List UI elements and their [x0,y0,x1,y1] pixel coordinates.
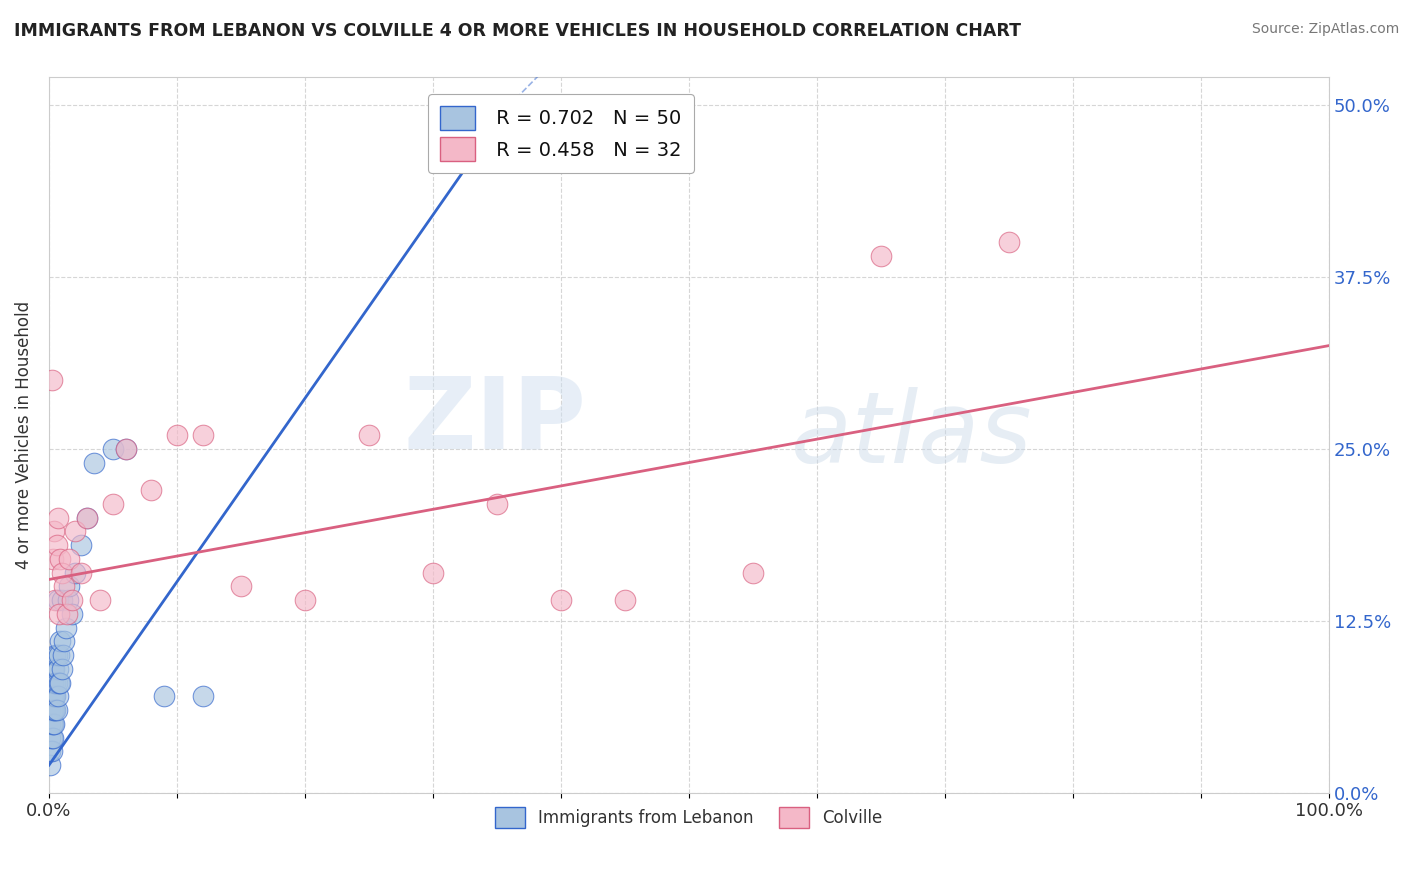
Point [41,690,63,704]
Point [45,538,67,552]
Point [998,235,1021,250]
Point [41,373,63,387]
Point [76,510,98,524]
Legend: Immigrants from Lebanon, Colville: Immigrants from Lebanon, Colville [488,801,889,834]
Point [422,566,444,580]
Point [44,690,66,704]
Point [39,758,62,772]
Point [52,648,75,662]
Point [44,675,66,690]
Point [741,566,763,580]
Point [42,524,65,539]
Point [89,593,111,607]
Text: atlas: atlas [792,386,1033,483]
Text: Source: ZipAtlas.com: Source: ZipAtlas.com [1251,22,1399,37]
Point [45,675,67,690]
Point [39,703,62,717]
Point [41,703,63,717]
Point [42,662,65,676]
Point [60,593,83,607]
Point [46,593,69,607]
Point [141,483,163,497]
Point [42,690,65,704]
Point [42,675,65,690]
Point [76,510,98,524]
Point [613,593,636,607]
Point [44,648,66,662]
Point [60,607,83,621]
Point [49,634,72,648]
Point [39,744,62,758]
Point [70,566,93,580]
Point [42,703,65,717]
Text: IMMIGRANTS FROM LEBANON VS COLVILLE 4 OR MORE VEHICLES IN HOUSEHOLD CORRELATION : IMMIGRANTS FROM LEBANON VS COLVILLE 4 OR… [14,22,1021,40]
Point [48,607,70,621]
Point [44,593,66,607]
Point [114,442,136,456]
Point [41,717,63,731]
Point [869,249,891,263]
Point [70,538,93,552]
Point [41,731,63,745]
Point [45,648,67,662]
Point [46,510,69,524]
Point [51,662,73,676]
Point [58,551,80,566]
Y-axis label: 4 or more Vehicles in Household: 4 or more Vehicles in Household [15,301,32,569]
Point [191,428,214,442]
Point [53,579,76,593]
Point [39,731,62,745]
Point [101,497,124,511]
Point [44,703,66,717]
Point [191,690,214,704]
Point [42,690,65,704]
Point [48,675,70,690]
Point [63,524,86,539]
Point [46,690,69,704]
Point [46,662,69,676]
Text: ZIP: ZIP [404,372,586,469]
Point [550,593,572,607]
Point [48,648,70,662]
Point [166,428,188,442]
Point [56,593,79,607]
Point [153,690,176,704]
Point [63,566,86,580]
Point [42,717,65,731]
Point [485,497,508,511]
Point [114,442,136,456]
Point [58,579,80,593]
Point [56,607,79,621]
Point [55,621,77,635]
Point [42,551,65,566]
Point [51,566,73,580]
Point [41,744,63,758]
Point [51,593,73,607]
Point [42,731,65,745]
Point [45,703,67,717]
Point [39,717,62,731]
Point [42,662,65,676]
Point [42,703,65,717]
Point [357,428,380,442]
Point [294,593,316,607]
Point [101,442,124,456]
Point [49,551,72,566]
Point [83,456,105,470]
Point [42,717,65,731]
Point [53,634,76,648]
Point [229,579,252,593]
Point [49,675,72,690]
